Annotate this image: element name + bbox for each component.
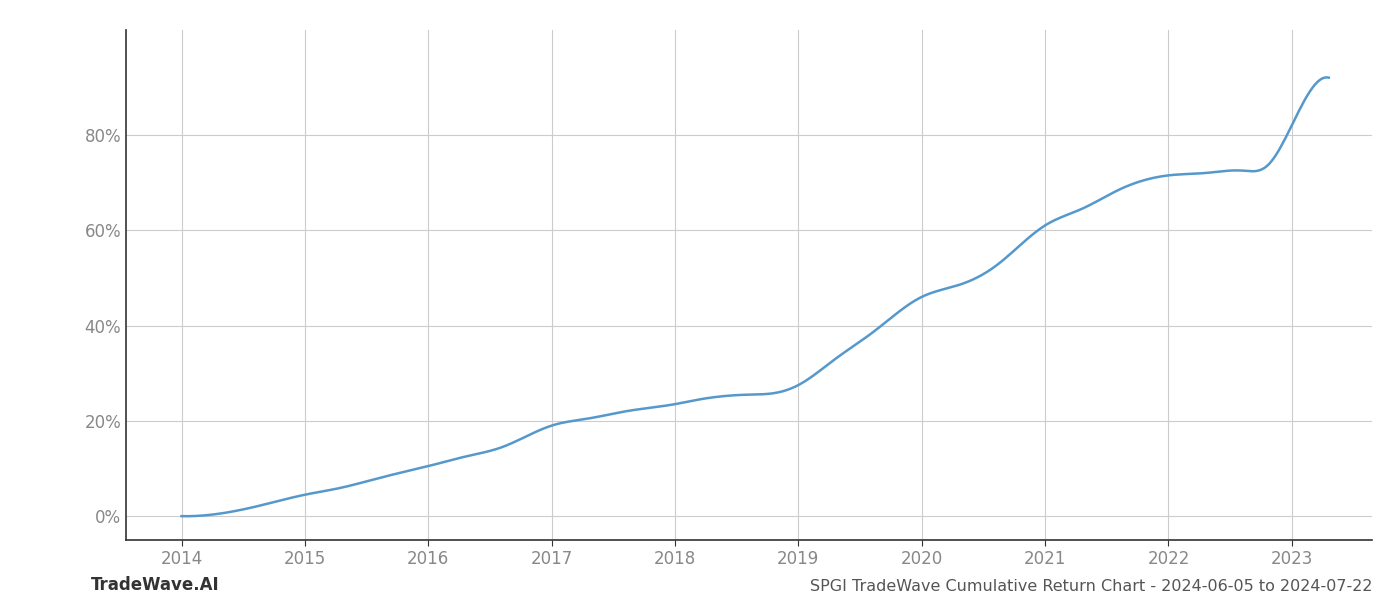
Text: SPGI TradeWave Cumulative Return Chart - 2024-06-05 to 2024-07-22: SPGI TradeWave Cumulative Return Chart -… [809,579,1372,594]
Text: TradeWave.AI: TradeWave.AI [91,576,220,594]
